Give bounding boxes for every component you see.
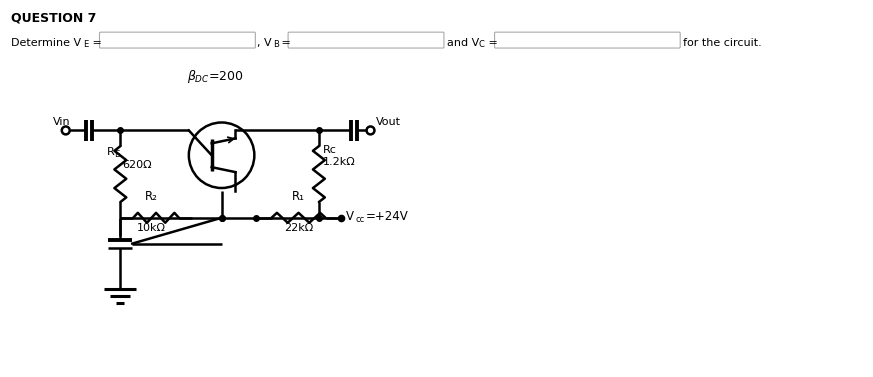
Text: C: C (478, 40, 485, 49)
Text: $\mathit{\beta}_{DC}$=200: $\mathit{\beta}_{DC}$=200 (187, 68, 244, 85)
Text: =: = (88, 38, 101, 48)
Text: , V: , V (258, 38, 272, 48)
Text: =: = (485, 38, 498, 48)
Text: 22kΩ: 22kΩ (284, 223, 313, 233)
FancyBboxPatch shape (288, 32, 444, 48)
Text: =+24V: =+24V (366, 210, 409, 223)
Text: 1.2kΩ: 1.2kΩ (323, 157, 355, 167)
Text: R₂: R₂ (145, 190, 157, 203)
Text: R₁: R₁ (292, 190, 305, 203)
Text: QUESTION 7: QUESTION 7 (11, 11, 97, 24)
Text: Rc: Rc (323, 145, 337, 155)
Text: E: E (114, 150, 120, 159)
Text: and V: and V (447, 38, 479, 48)
Text: B: B (273, 40, 279, 49)
Text: 10kΩ: 10kΩ (136, 223, 166, 233)
Text: cc: cc (355, 215, 365, 224)
FancyBboxPatch shape (100, 32, 255, 48)
Text: E: E (83, 40, 88, 49)
Text: for the circuit.: for the circuit. (684, 38, 762, 48)
FancyBboxPatch shape (495, 32, 680, 48)
Text: V: V (346, 210, 354, 223)
Text: Determine V: Determine V (11, 38, 81, 48)
Text: Vout: Vout (375, 116, 401, 127)
Text: R: R (107, 147, 114, 157)
Text: Vin: Vin (53, 116, 71, 127)
Text: =: = (278, 38, 291, 48)
Text: 620Ω: 620Ω (122, 160, 152, 170)
